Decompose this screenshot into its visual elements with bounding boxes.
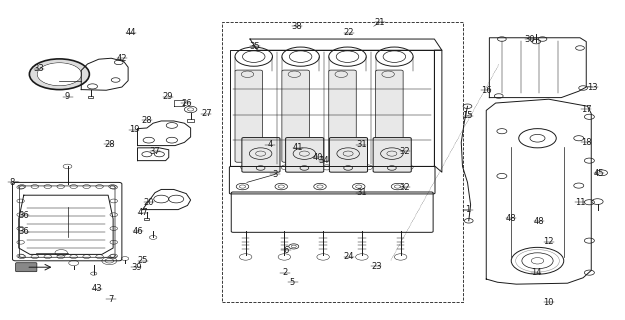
Text: 48: 48 xyxy=(506,214,516,223)
Text: 13: 13 xyxy=(588,83,598,92)
Bar xyxy=(144,218,149,220)
Circle shape xyxy=(38,63,81,85)
Text: 8: 8 xyxy=(10,178,15,187)
Text: 5: 5 xyxy=(290,278,295,287)
Text: 28: 28 xyxy=(141,116,152,124)
Text: 16: 16 xyxy=(481,86,492,95)
Text: 2: 2 xyxy=(282,268,288,277)
FancyBboxPatch shape xyxy=(373,138,411,172)
FancyBboxPatch shape xyxy=(235,70,262,162)
Text: 17: 17 xyxy=(581,105,591,114)
Circle shape xyxy=(29,59,89,90)
Text: 42: 42 xyxy=(117,54,127,63)
Text: 10: 10 xyxy=(544,298,554,307)
Text: 1: 1 xyxy=(465,205,470,214)
Text: 31: 31 xyxy=(356,188,366,197)
FancyBboxPatch shape xyxy=(329,138,367,172)
Text: 32: 32 xyxy=(400,183,411,192)
Text: 45: 45 xyxy=(594,169,604,178)
Text: 43: 43 xyxy=(92,284,103,293)
Text: 20: 20 xyxy=(144,198,154,207)
Text: 21: 21 xyxy=(375,18,385,27)
Text: 12: 12 xyxy=(544,237,554,246)
Text: 3: 3 xyxy=(272,170,278,179)
Text: 9: 9 xyxy=(65,92,70,101)
Text: 39: 39 xyxy=(131,263,141,272)
FancyBboxPatch shape xyxy=(286,138,324,172)
Bar xyxy=(222,22,462,302)
Text: 47: 47 xyxy=(138,208,148,217)
Text: 36: 36 xyxy=(18,211,29,220)
Text: 27: 27 xyxy=(201,109,211,118)
Text: 30: 30 xyxy=(525,35,535,44)
Text: 33: 33 xyxy=(33,64,44,73)
Text: 6: 6 xyxy=(284,246,289,255)
Text: 32: 32 xyxy=(400,147,411,156)
FancyBboxPatch shape xyxy=(16,263,37,272)
FancyBboxPatch shape xyxy=(376,70,403,162)
FancyBboxPatch shape xyxy=(282,70,309,162)
Text: 28: 28 xyxy=(104,140,115,148)
Text: 35: 35 xyxy=(249,42,261,51)
Text: 37: 37 xyxy=(149,147,161,156)
Text: 36: 36 xyxy=(18,228,29,236)
Text: 29: 29 xyxy=(162,92,172,101)
Text: 25: 25 xyxy=(138,256,148,265)
Text: 38: 38 xyxy=(291,22,302,31)
Bar xyxy=(187,119,194,122)
Text: 24: 24 xyxy=(344,252,354,261)
Text: 34: 34 xyxy=(319,156,329,165)
Text: 4: 4 xyxy=(268,140,272,149)
Text: 41: 41 xyxy=(292,143,302,152)
Text: 15: 15 xyxy=(462,111,472,120)
Text: 18: 18 xyxy=(581,138,591,147)
Text: 40: 40 xyxy=(312,153,322,162)
FancyBboxPatch shape xyxy=(242,138,280,172)
Text: 14: 14 xyxy=(531,268,541,277)
Text: 23: 23 xyxy=(371,262,381,271)
Text: 7: 7 xyxy=(109,295,114,304)
Text: 26: 26 xyxy=(181,99,191,108)
Text: 11: 11 xyxy=(575,198,585,207)
Text: 44: 44 xyxy=(126,28,136,37)
Bar xyxy=(88,96,93,98)
Text: 46: 46 xyxy=(132,227,142,236)
Text: 19: 19 xyxy=(129,125,139,134)
FancyBboxPatch shape xyxy=(329,70,356,162)
Text: 22: 22 xyxy=(344,28,354,37)
Text: 31: 31 xyxy=(356,140,366,149)
Text: 48: 48 xyxy=(534,217,544,226)
